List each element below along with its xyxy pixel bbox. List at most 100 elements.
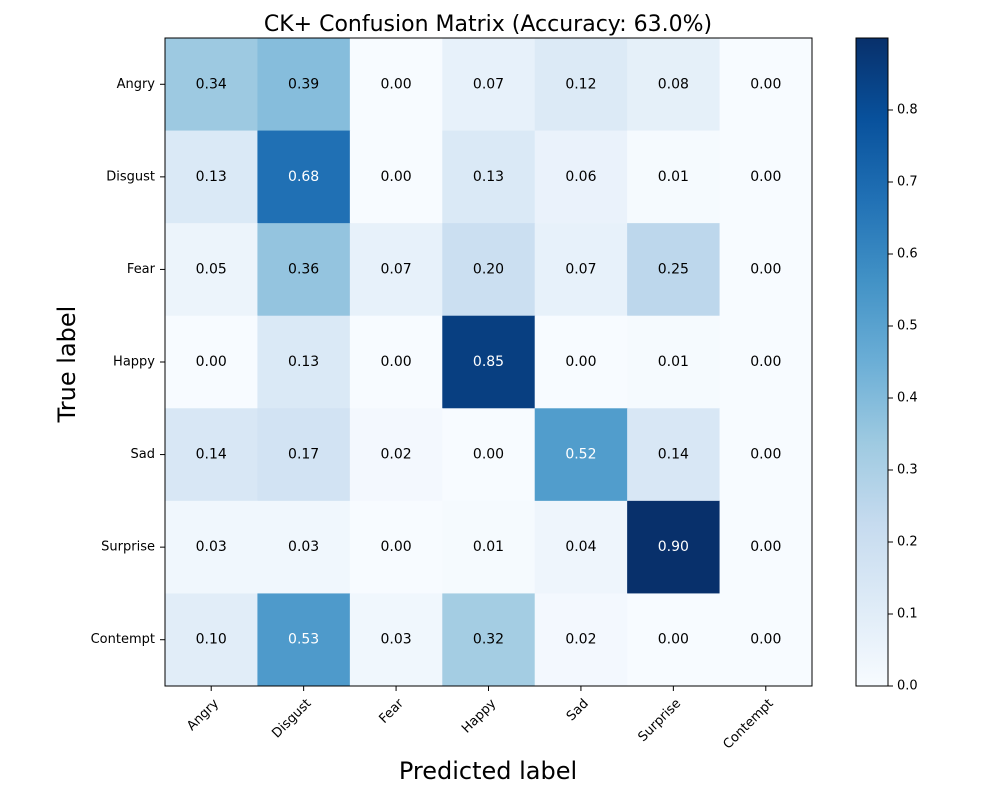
heatmap-cell-label-2-0: 0.05 xyxy=(196,261,227,277)
x-tick-label-disgust: Disgust xyxy=(269,696,314,741)
heatmap-cell-label-3-0: 0.00 xyxy=(196,354,227,370)
heatmap-cell-2-4 xyxy=(534,223,628,317)
heatmap-cell-label-5-1: 0.03 xyxy=(288,539,319,555)
heatmap-cell-0-4 xyxy=(534,38,628,132)
heatmap-cell-1-6 xyxy=(719,130,813,224)
heatmap-cell-label-0-5: 0.08 xyxy=(658,76,689,92)
heatmap-cell-label-2-6: 0.00 xyxy=(750,261,781,277)
heatmap-cell-5-3 xyxy=(442,500,536,594)
heatmap-cell-3-2 xyxy=(349,315,443,409)
heatmap-cell-6-1 xyxy=(257,593,351,687)
heatmap-cell-label-3-3: 0.85 xyxy=(473,354,504,370)
heatmap-cell-label-1-1: 0.68 xyxy=(288,169,319,185)
heatmap-cell-0-6 xyxy=(719,38,813,132)
heatmap-cell-2-6 xyxy=(719,223,813,317)
colorbar-gradient xyxy=(855,37,889,687)
x-tick-label-sad: Sad xyxy=(564,696,592,724)
heatmap-cell-6-2 xyxy=(349,593,443,687)
heatmap-cell-3-4 xyxy=(534,315,628,409)
heatmap-cell-label-0-1: 0.39 xyxy=(288,76,319,92)
heatmap-cell-6-6 xyxy=(719,593,813,687)
heatmap-cell-label-6-0: 0.10 xyxy=(196,632,227,648)
heatmap-cell-label-4-4: 0.52 xyxy=(565,447,596,463)
heatmap-cell-2-0 xyxy=(165,223,258,317)
heatmap-cell-5-0 xyxy=(165,500,258,594)
y-axis-label: True label xyxy=(53,306,81,424)
heatmap-cell-6-5 xyxy=(627,593,721,687)
heatmap-cell-2-3 xyxy=(442,223,536,317)
heatmap-cell-0-1 xyxy=(257,38,351,132)
y-tick-label-contempt: Contempt xyxy=(91,632,155,647)
heatmap-cell-label-4-5: 0.14 xyxy=(658,447,689,463)
heatmap-cell-label-4-0: 0.14 xyxy=(196,447,227,463)
heatmap-cell-label-6-4: 0.02 xyxy=(565,632,596,648)
heatmap-cell-label-2-3: 0.20 xyxy=(473,261,504,277)
heatmap-cell-label-3-6: 0.00 xyxy=(750,354,781,370)
colorbar-tick-label-2: 0.2 xyxy=(897,535,918,550)
heatmap-cell-4-4 xyxy=(534,408,628,502)
colorbar-tick-label-6: 0.6 xyxy=(897,247,918,262)
colorbar-tick-label-0: 0.0 xyxy=(897,679,918,694)
heatmap-cell-label-2-2: 0.07 xyxy=(380,261,411,277)
heatmap-cell-label-3-2: 0.00 xyxy=(380,354,411,370)
heatmap-cell-label-5-5: 0.90 xyxy=(658,539,689,555)
x-tick-label-angry: Angry xyxy=(184,696,222,734)
heatmap-cell-2-5 xyxy=(627,223,721,317)
heatmap-cell-label-0-2: 0.00 xyxy=(380,76,411,92)
colorbar-tick-label-4: 0.4 xyxy=(897,391,918,406)
heatmap-cell-label-0-0: 0.34 xyxy=(196,76,227,92)
heatmap-cell-5-4 xyxy=(534,500,628,594)
heatmap-cell-label-2-1: 0.36 xyxy=(288,261,319,277)
heatmap-cell-5-2 xyxy=(349,500,443,594)
heatmap-cell-labels: 0.34 0.39 0.00 0.07 0.12 0.08 0.00 0.13 0.68 0.00… xyxy=(196,76,782,647)
heatmap-cell-label-2-5: 0.25 xyxy=(658,261,689,277)
heatmap-cell-label-1-6: 0.00 xyxy=(750,169,781,185)
heatmap-cell-label-1-0: 0.13 xyxy=(196,169,227,185)
heatmap-cell-label-6-5: 0.00 xyxy=(658,632,689,648)
heatmap-cell-label-6-6: 0.00 xyxy=(750,632,781,648)
heatmap-cell-1-3 xyxy=(442,130,536,224)
heatmap-cell-1-0 xyxy=(165,130,258,224)
colorbar: 0.0 0.1 0.2 0.3 0.4 0.5 0.6 0.7 0.8 xyxy=(855,37,918,694)
y-tick-label-fear: Fear xyxy=(127,262,156,277)
heatmap-cell-label-1-3: 0.13 xyxy=(473,169,504,185)
y-tick-label-sad: Sad xyxy=(131,447,155,462)
heatmap-cell-0-3 xyxy=(442,38,536,132)
heatmap-cell-label-3-4: 0.00 xyxy=(565,354,596,370)
x-tick-label-happy: Happy xyxy=(459,696,499,736)
heatmap-cell-label-6-3: 0.32 xyxy=(473,632,504,648)
heatmap-cell-0-5 xyxy=(627,38,721,132)
heatmap-cell-4-1 xyxy=(257,408,351,502)
heatmap-cell-label-1-4: 0.06 xyxy=(565,169,596,185)
heatmap-cell-5-6 xyxy=(719,500,813,594)
heatmap-cell-label-5-0: 0.03 xyxy=(196,539,227,555)
heatmap-cell-1-4 xyxy=(534,130,628,224)
y-tick-label-angry: Angry xyxy=(117,77,156,92)
heatmap-cell-label-5-4: 0.04 xyxy=(565,539,596,555)
heatmap-cell-label-0-4: 0.12 xyxy=(565,76,596,92)
heatmap-cell-1-2 xyxy=(349,130,443,224)
x-tick-label-fear: Fear xyxy=(376,696,407,727)
y-tick-label-happy: Happy xyxy=(113,355,155,370)
x-axis-label: Predicted label xyxy=(399,757,577,785)
heatmap-cell-0-2 xyxy=(349,38,443,132)
heatmap-cell-3-3 xyxy=(442,315,536,409)
heatmap-cell-4-5 xyxy=(627,408,721,502)
chart-title: CK+ Confusion Matrix (Accuracy: 63.0%) xyxy=(264,12,712,37)
y-tick-label-disgust: Disgust xyxy=(106,169,155,184)
colorbar-tick-label-8: 0.8 xyxy=(897,103,918,118)
heatmap-cell-label-2-4: 0.07 xyxy=(565,261,596,277)
heatmap-cell-label-3-5: 0.01 xyxy=(658,354,689,370)
heatmap-cell-2-2 xyxy=(349,223,443,317)
heatmap-cell-3-1 xyxy=(257,315,351,409)
heatmap-cell-3-5 xyxy=(627,315,721,409)
heatmap-cell-6-4 xyxy=(534,593,628,687)
heatmap-cell-label-1-2: 0.00 xyxy=(380,169,411,185)
colorbar-tick-label-3: 0.3 xyxy=(897,463,918,478)
x-tick-label-surprise: Surprise xyxy=(636,696,685,745)
heatmap-cell-label-5-6: 0.00 xyxy=(750,539,781,555)
heatmap-cell-5-5 xyxy=(627,500,721,594)
heatmap-cell-label-4-3: 0.00 xyxy=(473,447,504,463)
